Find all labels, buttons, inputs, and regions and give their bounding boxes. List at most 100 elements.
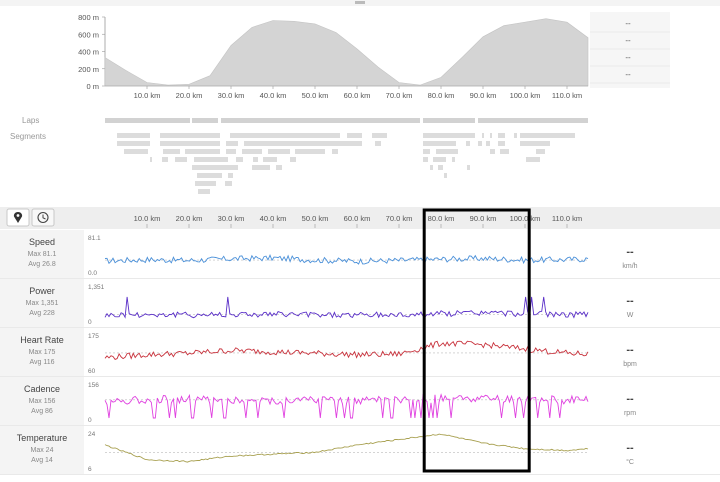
- metric-avg: Avg 14: [31, 457, 53, 464]
- metric-avg: Avg 86: [31, 408, 53, 415]
- segment-bar[interactable]: [423, 141, 456, 146]
- segment-bar[interactable]: [347, 133, 362, 138]
- segment-bar[interactable]: [498, 141, 505, 146]
- segment-bar[interactable]: [236, 157, 243, 162]
- segment-bar[interactable]: [160, 133, 220, 138]
- metric-name: Speed: [29, 237, 55, 247]
- segment-bar[interactable]: [372, 133, 387, 138]
- segment-bar[interactable]: [467, 165, 470, 170]
- selection-highlight[interactable]: [422, 208, 531, 473]
- elevation-area: [104, 18, 589, 87]
- segment-bar[interactable]: [253, 157, 258, 162]
- segment-bar[interactable]: [197, 173, 222, 178]
- segment-bar[interactable]: [332, 149, 338, 154]
- segment-bar[interactable]: [433, 157, 446, 162]
- elevation-x-tick: 20.0 km: [176, 91, 203, 100]
- segment-bar[interactable]: [195, 181, 216, 186]
- metric-rows: Speed Max 81.1 Avg 26.8 81.1 0.0 -- km/h Power M…: [0, 230, 720, 475]
- segment-bar[interactable]: [198, 189, 210, 194]
- segment-bar[interactable]: [194, 157, 228, 162]
- segment-bar[interactable]: [192, 165, 238, 170]
- segment-bar[interactable]: [263, 157, 277, 162]
- segment-bar[interactable]: [228, 173, 233, 178]
- distance-x-tick: 60.0 km: [344, 214, 371, 223]
- elevation-x-tick: 110.0 km: [552, 91, 582, 100]
- segment-bar[interactable]: [295, 149, 325, 154]
- metric-max: Max 175: [29, 349, 56, 356]
- distance-x-tick: 80.0 km: [428, 214, 455, 223]
- segment-bar[interactable]: [526, 157, 540, 162]
- metric-max: Max 24: [31, 447, 54, 454]
- metric-y-min-label: 6: [88, 466, 92, 473]
- toolbar-row: [0, 207, 720, 229]
- segment-bar[interactable]: [375, 141, 381, 146]
- distance-x-tick: 100.0 km: [510, 214, 541, 223]
- metric-unit: rpm: [624, 410, 636, 417]
- laps-segments-bars[interactable]: [105, 118, 588, 194]
- metric-readout: --: [626, 442, 634, 454]
- laps-label: Laps: [22, 116, 39, 125]
- elevation-y-tick: 800 m: [78, 13, 99, 22]
- metric-name: Cadence: [24, 384, 60, 394]
- distance-x-tick: 20.0 km: [176, 214, 203, 223]
- segment-bar[interactable]: [290, 157, 296, 162]
- lap-bar[interactable]: [478, 118, 588, 123]
- segment-bar[interactable]: [438, 165, 443, 170]
- metric-readout: --: [626, 246, 634, 258]
- segment-bar[interactable]: [150, 157, 152, 162]
- segment-bar[interactable]: [117, 133, 150, 138]
- segment-bar[interactable]: [520, 141, 550, 146]
- segment-bar[interactable]: [500, 149, 509, 154]
- segment-bar[interactable]: [230, 133, 340, 138]
- metric-avg: Avg 116: [29, 359, 54, 366]
- segment-bar[interactable]: [436, 149, 458, 154]
- elevation-y-tick: 200 m: [78, 65, 99, 74]
- segment-bar[interactable]: [423, 133, 475, 138]
- readout-panel: [590, 12, 670, 88]
- readout-value: --: [625, 53, 631, 62]
- elevation-y-tick: 0 m: [86, 82, 99, 91]
- segment-bar[interactable]: [536, 149, 545, 154]
- segment-bar[interactable]: [163, 149, 180, 154]
- segment-bar[interactable]: [423, 157, 428, 162]
- segment-bar[interactable]: [117, 141, 150, 146]
- segment-bar[interactable]: [276, 165, 282, 170]
- clock-button[interactable]: [31, 208, 55, 227]
- segment-bar[interactable]: [242, 149, 262, 154]
- lap-bar[interactable]: [423, 118, 475, 123]
- segment-bar[interactable]: [124, 149, 148, 154]
- lap-bar[interactable]: [105, 118, 190, 123]
- segment-bar[interactable]: [244, 141, 362, 146]
- segment-bar[interactable]: [478, 141, 482, 146]
- segment-bar[interactable]: [452, 157, 455, 162]
- segment-bar[interactable]: [252, 165, 270, 170]
- distance-x-tick: 110.0 km: [552, 214, 582, 223]
- resize-handle[interactable]: [355, 1, 365, 4]
- segment-bar[interactable]: [520, 133, 575, 138]
- segment-bar[interactable]: [444, 173, 447, 178]
- elevation-x-tick: 60.0 km: [344, 91, 371, 100]
- segment-bar[interactable]: [514, 133, 517, 138]
- metric-y-min-label: 0: [88, 417, 92, 424]
- metric-avg: Avg 26.8: [28, 261, 56, 268]
- segment-bar[interactable]: [490, 133, 492, 138]
- segment-bar[interactable]: [486, 141, 490, 146]
- segment-bar[interactable]: [225, 181, 232, 186]
- segment-bar[interactable]: [498, 133, 505, 138]
- segment-bar[interactable]: [226, 141, 238, 146]
- segment-bar[interactable]: [162, 157, 168, 162]
- segment-bar[interactable]: [430, 165, 433, 170]
- segment-bar[interactable]: [175, 157, 187, 162]
- lap-bar[interactable]: [221, 118, 420, 123]
- lap-bar[interactable]: [192, 118, 218, 123]
- segment-bar[interactable]: [490, 149, 495, 154]
- segment-bar[interactable]: [423, 149, 430, 154]
- segment-bar[interactable]: [160, 141, 220, 146]
- map-pin-button[interactable]: [6, 208, 30, 227]
- segment-bar[interactable]: [466, 141, 470, 146]
- segment-bar[interactable]: [226, 149, 236, 154]
- segment-bar[interactable]: [268, 149, 290, 154]
- segment-bar[interactable]: [482, 133, 484, 138]
- segment-bar[interactable]: [185, 149, 220, 154]
